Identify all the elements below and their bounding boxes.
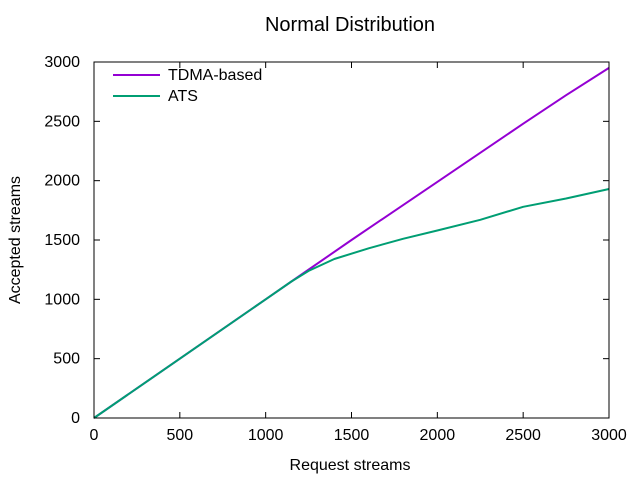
- chart-title: Normal Distribution: [265, 14, 435, 36]
- legend-label-ats: ATS: [168, 88, 198, 105]
- x-tick-label: 0: [90, 427, 99, 444]
- y-tick-label: 0: [71, 410, 80, 427]
- x-tick-label: 500: [166, 427, 193, 444]
- series-lines: [93, 67, 610, 419]
- x-tick-label: 2000: [420, 427, 456, 444]
- axis-ticks: 0 500 1000 1500 2000 2500 3000 0 500 1000 1500 2000…: [44, 54, 626, 444]
- y-tick-label: 1500: [44, 232, 80, 249]
- series-line-ats: [93, 188, 610, 419]
- legend: TDMA-based ATS: [113, 67, 262, 105]
- x-tick-label: 3000: [591, 427, 627, 444]
- y-tick-label: 2000: [44, 173, 80, 190]
- x-tick-label: 2500: [505, 427, 541, 444]
- y-tick-label: 1000: [44, 291, 80, 308]
- x-tick-label: 1500: [334, 427, 370, 444]
- y-tick-label: 2500: [44, 113, 80, 130]
- plot-frame: [93, 61, 610, 419]
- y-tick-label: 3000: [44, 54, 80, 71]
- y-axis-label: Accepted streams: [7, 176, 24, 304]
- legend-label-tdma-based: TDMA-based: [168, 67, 262, 84]
- y-tick-label: 500: [53, 351, 80, 368]
- x-axis-label: Request streams: [290, 457, 411, 474]
- x-tick-label: 1000: [248, 427, 284, 444]
